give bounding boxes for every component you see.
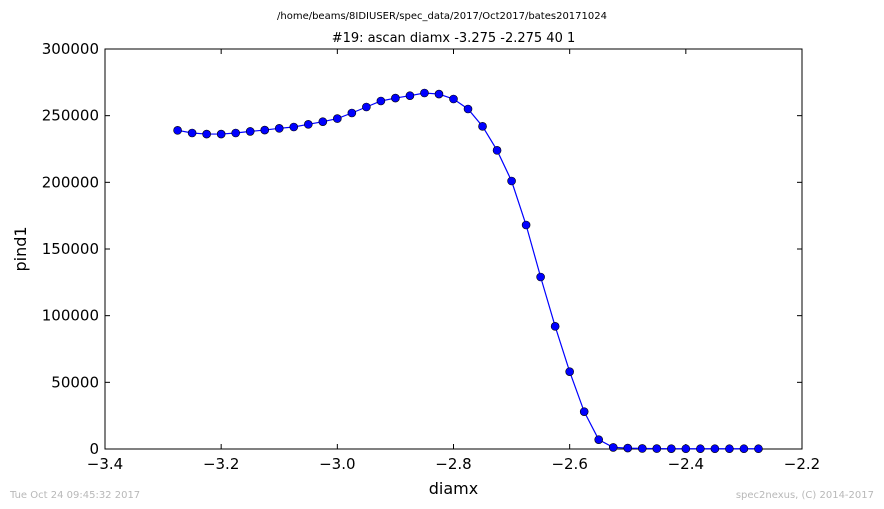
data-point [710, 444, 720, 454]
x-tick-label: −3.2 [203, 455, 239, 473]
data-point [492, 146, 502, 155]
data-point [637, 444, 647, 453]
data-point [507, 176, 516, 186]
data-point [187, 128, 197, 138]
data-point [725, 444, 734, 454]
data-point [449, 94, 458, 104]
data-point [333, 114, 342, 123]
x-tick-label: −2.8 [435, 455, 471, 473]
data-point [594, 435, 604, 444]
x-axis-label: diamx [429, 479, 478, 498]
data-point [739, 444, 749, 454]
data-point [521, 220, 531, 230]
data-point [754, 444, 763, 454]
y-axis-label: pind1 [11, 226, 30, 271]
data-point [652, 444, 662, 453]
y-tick-label: 50000 [51, 373, 99, 391]
y-axis: 0 50000 100000 150000 200000 250000 300000 [42, 40, 802, 458]
series-markers [173, 88, 763, 454]
data-point [579, 407, 589, 416]
plot-area [104, 48, 803, 450]
data-point [216, 129, 226, 139]
data-point [623, 443, 633, 453]
data-point [565, 367, 574, 376]
data-point [347, 108, 357, 118]
y-tick-label: 250000 [42, 107, 99, 125]
chart-title: #19: ascan diamx -3.275 -2.275 40 1 [332, 31, 576, 46]
x-tick-label: −2.4 [668, 455, 704, 473]
data-point [550, 322, 560, 331]
data-point [681, 444, 691, 454]
y-tick-label: 100000 [42, 307, 99, 325]
data-point [231, 128, 240, 138]
data-point [173, 126, 182, 135]
x-tick-label: −3.4 [87, 455, 123, 473]
data-point [202, 129, 211, 139]
x-tick-label: −3.0 [319, 455, 355, 473]
credit: spec2nexus, (C) 2014-2017 [736, 490, 874, 501]
x-tick-label: −2.6 [551, 455, 587, 473]
data-point [536, 272, 545, 282]
data-point [420, 88, 429, 98]
timestamp: Tue Oct 24 09:45:32 2017 [9, 490, 140, 501]
data-point [434, 89, 444, 99]
x-axis: −3.4 −3.2 −3.0 −2.8 −2.6 −2.4 −2.2 [87, 49, 820, 473]
y-tick-label: 300000 [42, 40, 99, 58]
data-point [303, 120, 313, 129]
data-point [608, 443, 618, 452]
data-point [318, 117, 328, 126]
y-tick-label: 150000 [42, 240, 99, 258]
x-tick-label: −2.2 [784, 455, 820, 473]
suptitle: /home/beams/8IDIUSER/spec_data/2017/Oct2… [277, 11, 607, 22]
data-point [391, 93, 400, 103]
data-point [696, 444, 705, 454]
data-point [289, 122, 299, 132]
data-point [362, 102, 371, 112]
data-point [245, 127, 255, 136]
data-point [405, 91, 415, 100]
data-point [376, 96, 386, 106]
y-tick-label: 0 [89, 440, 99, 458]
data-point [260, 125, 270, 135]
data-point [667, 444, 676, 453]
y-tick-label: 200000 [42, 173, 99, 191]
data-point [274, 124, 284, 133]
data-point [478, 122, 487, 131]
data-point [463, 104, 473, 114]
